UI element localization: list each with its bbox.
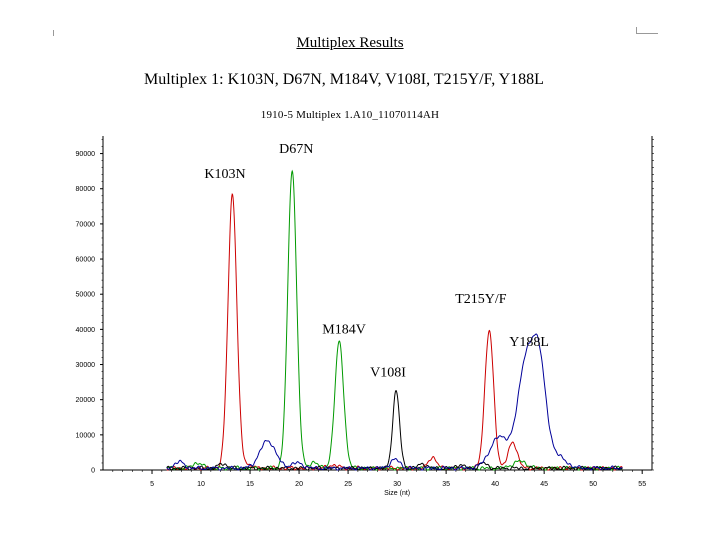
x-tick-label: 45 (540, 481, 548, 488)
peak-label: D67N (279, 142, 313, 157)
trace-line (166, 193, 623, 471)
page-title: Multiplex Results (296, 35, 404, 51)
x-tick-label: 30 (393, 481, 401, 488)
x-tick-label: 25 (344, 481, 352, 488)
corner-mark-right (636, 33, 658, 34)
x-tick-label: 15 (246, 481, 254, 488)
y-tick-label: 80000 (76, 186, 96, 193)
x-tick-label: 35 (442, 481, 450, 488)
sample-name: 1910-5 Multiplex 1.A10_11070114AH (260, 109, 440, 121)
peak-label: M184V (322, 322, 366, 337)
multiplex-subtitle: Multiplex 1: K103N, D67N, M184V, V108I, … (144, 71, 544, 88)
peak-label: T215Y/F (455, 292, 507, 307)
y-tick-label: 30000 (76, 362, 96, 369)
x-tick-label: 40 (491, 481, 499, 488)
x-tick-label: 50 (589, 481, 597, 488)
x-axis-label: Size (nt) (384, 490, 410, 497)
peak-label: Y188L (509, 335, 549, 350)
peak-label: K103N (204, 167, 245, 182)
peak-labels: K103N D67N M184V V108I T215Y/F Y188L (204, 142, 549, 380)
x-tick-label: 10 (197, 481, 205, 488)
x-tick-label: 20 (295, 481, 303, 488)
trace-line (166, 389, 623, 471)
y-tick-label: 40000 (76, 327, 96, 334)
y-tick-label: 0 (91, 468, 95, 475)
y-tick-label: 60000 (76, 257, 96, 264)
chart-traces (166, 169, 623, 471)
y-tick-label: 70000 (76, 221, 96, 228)
y-tick-label: 90000 (76, 151, 96, 158)
chart-axes: 0 10000 20000 30000 40000 50000 60000 70000 8000… (76, 136, 654, 497)
y-tick-label: 20000 (76, 397, 96, 404)
x-tick-label: 55 (638, 481, 646, 488)
trace-line (166, 169, 623, 471)
corner-mark-right-tick (636, 27, 637, 33)
y-tick-label: 50000 (76, 292, 96, 299)
trace-line (166, 333, 623, 471)
y-tick-label: 10000 (76, 432, 96, 439)
peak-label: V108I (370, 366, 406, 381)
corner-mark-left (53, 30, 54, 36)
x-tick-label: 5 (150, 481, 154, 488)
